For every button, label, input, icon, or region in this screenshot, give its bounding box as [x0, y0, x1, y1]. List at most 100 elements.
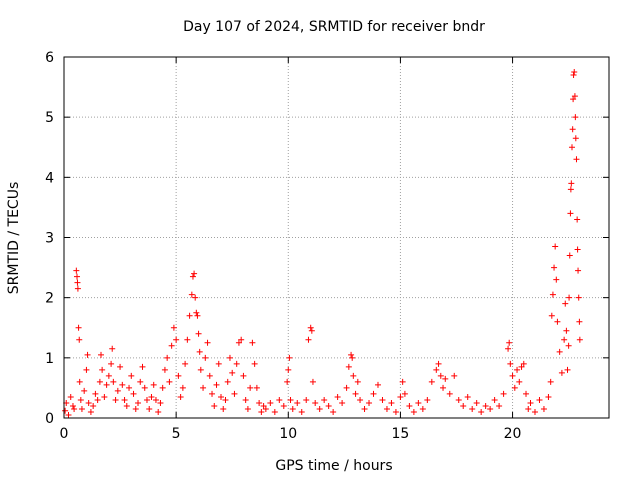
data-point	[321, 396, 328, 403]
data-point	[202, 354, 209, 361]
data-point	[547, 378, 554, 385]
data-point	[514, 366, 521, 373]
data-point	[182, 360, 189, 367]
data-point	[496, 402, 503, 409]
data-point	[325, 402, 332, 409]
data-point	[446, 390, 453, 397]
axis-ticks: 0 5 10 15 20 0 1 2 3 4 5 6	[45, 50, 609, 442]
y-tick-label: 4	[45, 170, 54, 186]
data-point	[238, 336, 245, 343]
data-point	[117, 363, 124, 370]
data-point	[110, 378, 117, 385]
data-point	[545, 393, 552, 400]
data-point	[568, 144, 575, 151]
data-point	[87, 408, 94, 415]
data-point	[211, 402, 218, 409]
data-point	[334, 393, 341, 400]
data-point	[424, 396, 431, 403]
data-point	[399, 378, 406, 385]
data-point	[566, 294, 573, 301]
data-point	[460, 402, 467, 409]
data-point	[191, 270, 198, 277]
data-point	[253, 384, 260, 391]
data-point	[130, 390, 137, 397]
data-point	[289, 405, 296, 412]
data-point	[186, 312, 193, 319]
data-point	[121, 396, 128, 403]
data-point	[553, 276, 560, 283]
data-point	[62, 407, 69, 414]
data-point	[520, 360, 527, 367]
data-point	[148, 393, 155, 400]
chart-title: Day 107 of 2024, SRMTID for receiver bnd…	[183, 19, 485, 35]
data-point	[505, 345, 512, 352]
data-point	[500, 390, 507, 397]
data-point	[518, 363, 525, 370]
data-point	[101, 393, 108, 400]
data-point	[96, 378, 103, 385]
data-point	[226, 354, 233, 361]
data-point	[128, 372, 135, 379]
data-point	[509, 372, 516, 379]
data-point	[406, 402, 413, 409]
data-point	[137, 378, 144, 385]
x-tick-label: 15	[392, 426, 410, 442]
data-point	[233, 360, 240, 367]
x-axis-label: GPS time / hours	[275, 458, 392, 474]
data-point	[567, 186, 574, 193]
data-point	[204, 339, 211, 346]
data-point	[170, 324, 177, 331]
data-point	[112, 396, 119, 403]
data-point	[184, 336, 191, 343]
data-point	[92, 390, 99, 397]
data-point	[78, 405, 85, 412]
data-point	[571, 69, 578, 76]
x-tick-label: 0	[60, 426, 69, 442]
data-point	[564, 366, 571, 373]
data-point	[280, 402, 287, 409]
data-point	[491, 396, 498, 403]
data-point	[75, 324, 82, 331]
data-point	[99, 366, 106, 373]
data-point	[285, 366, 292, 373]
data-point	[556, 348, 563, 355]
data-point	[267, 399, 274, 406]
data-point	[487, 405, 494, 412]
data-point	[366, 399, 373, 406]
data-point	[352, 390, 359, 397]
data-point	[209, 390, 216, 397]
data-point	[568, 180, 575, 187]
data-point	[109, 345, 116, 352]
data-point	[308, 327, 315, 334]
data-point	[401, 390, 408, 397]
data-point	[69, 402, 76, 409]
data-point	[94, 396, 101, 403]
data-point	[284, 378, 291, 385]
data-point	[197, 366, 204, 373]
data-point	[552, 243, 559, 250]
data-point	[410, 408, 417, 415]
data-point	[222, 396, 229, 403]
data-point	[249, 339, 256, 346]
data-point	[415, 399, 422, 406]
data-point	[247, 384, 254, 391]
grid-lines	[64, 57, 609, 418]
data-point	[305, 336, 312, 343]
data-point	[143, 396, 150, 403]
y-tick-label: 3	[45, 231, 54, 247]
data-point	[74, 285, 81, 292]
data-point	[161, 366, 168, 373]
data-point	[73, 267, 80, 274]
data-point	[150, 381, 157, 388]
data-point	[83, 366, 90, 373]
data-point	[573, 156, 580, 163]
data-point	[67, 393, 74, 400]
data-point	[548, 312, 555, 319]
data-point	[540, 405, 547, 412]
data-point	[303, 396, 310, 403]
data-point	[84, 351, 91, 358]
y-axis-label: SRMTID / TECUs	[6, 182, 22, 295]
data-point	[571, 93, 578, 100]
data-point	[159, 384, 166, 391]
data-point	[74, 279, 81, 286]
